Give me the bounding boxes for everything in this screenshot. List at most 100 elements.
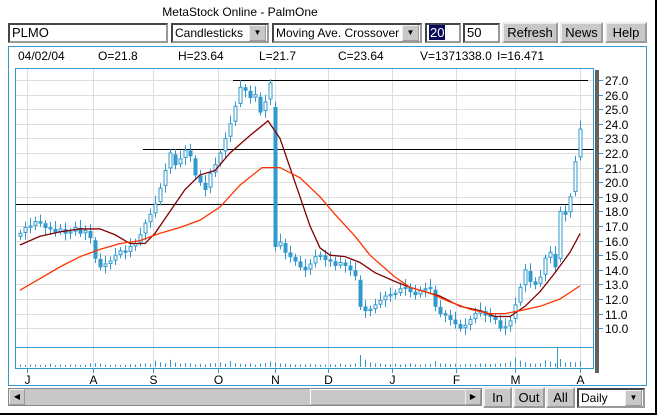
candle-body [173, 154, 178, 166]
chart-style-select[interactable]: Candlesticks ▼ [171, 23, 269, 43]
candle-body [353, 270, 358, 277]
candle-body [543, 257, 548, 275]
candle-body [208, 172, 213, 188]
y-tick-label: 10.0 [605, 322, 629, 336]
moving-averages [19, 119, 581, 318]
candle-body [328, 259, 333, 262]
zoom-in-button[interactable]: In [483, 387, 512, 408]
candle-body [373, 304, 378, 310]
candle-body [493, 316, 498, 320]
candle-body [458, 323, 463, 329]
candle-body [343, 262, 348, 266]
chevron-down-icon[interactable]: ▼ [625, 390, 642, 406]
candle-body [68, 231, 73, 234]
candle-body [48, 227, 53, 230]
candle-body [108, 260, 113, 265]
news-button[interactable]: News [560, 22, 603, 43]
candle-body [83, 229, 88, 234]
refresh-button[interactable]: Refresh [502, 22, 558, 43]
candle-body [283, 243, 288, 253]
candle-body [308, 263, 313, 270]
candle-body [88, 230, 93, 239]
candle-body [438, 306, 443, 315]
x-tick-label: S [149, 373, 157, 387]
x-tick-label: M [511, 373, 521, 387]
y-tick-label: 24.0 [605, 118, 629, 132]
y-tick-label: 17.0 [605, 220, 629, 234]
candle-body [393, 292, 398, 295]
candle-body [138, 234, 143, 243]
candle-body [318, 254, 323, 257]
periodicity-select[interactable]: Daily ▼ [577, 388, 645, 408]
candle-body [183, 149, 188, 159]
candle-body [153, 203, 158, 214]
y-tick-label: 11.0 [605, 308, 628, 322]
candle-body [303, 266, 308, 271]
candle-body [423, 288, 428, 291]
horizontal-scrollbar[interactable]: ◀ ▶ [8, 388, 482, 406]
candle-body [503, 326, 508, 329]
info-volume: V=1371338.0 [420, 49, 492, 63]
y-tick-label: 25.0 [605, 103, 629, 117]
symbol-input[interactable]: PLMO [8, 23, 168, 43]
show-all-button[interactable]: All [546, 387, 575, 408]
candle-body [518, 286, 523, 303]
short-period-input[interactable]: 20 [425, 23, 461, 43]
volume-bars [20, 355, 581, 367]
candle-body [573, 161, 578, 193]
candle-body [263, 101, 268, 112]
y-tick-label: 18.0 [605, 205, 629, 219]
y-tick-label: 13.0 [605, 278, 629, 292]
indicator-select[interactable]: Moving Ave. Crossover ▼ [272, 23, 422, 43]
zoom-out-button[interactable]: Out [513, 387, 545, 408]
y-tick-label: 21.0 [605, 162, 629, 176]
scroll-left-icon[interactable]: ◀ [9, 389, 25, 405]
candle-body [398, 288, 403, 294]
candle-body [358, 279, 363, 307]
info-indicator: I=16.471 [497, 49, 545, 63]
scroll-right-icon[interactable]: ▶ [465, 389, 481, 405]
y-tick-label: 20.0 [605, 176, 629, 190]
help-button[interactable]: Help [605, 22, 647, 43]
info-high: H=23.64 [178, 49, 224, 63]
ma-long-line [19, 166, 581, 315]
x-tick-label: J [390, 373, 396, 387]
candle-body [198, 175, 203, 183]
candle-body [143, 222, 148, 234]
chevron-down-icon[interactable]: ▼ [249, 25, 266, 41]
x-tick-label: A [576, 373, 584, 387]
chart-style-value: Candlesticks [175, 26, 244, 40]
candle-body [578, 128, 583, 158]
candle-body [448, 315, 453, 320]
candle-body [533, 281, 538, 285]
ma-short-line [19, 119, 581, 318]
chart-panel [8, 46, 647, 386]
info-low: L=21.7 [259, 49, 297, 63]
candle-body [33, 221, 38, 226]
candle-body [378, 299, 383, 305]
y-tick-label: 15.0 [605, 249, 629, 263]
y-tick-label: 23.0 [605, 132, 629, 146]
candle-body [203, 182, 208, 190]
x-tick-label: A [89, 373, 97, 387]
candle-body [428, 286, 433, 290]
candle-body [233, 105, 238, 122]
candle-body [528, 271, 533, 282]
indicator-value: Moving Ave. Crossover [276, 26, 400, 40]
candle-body [118, 250, 123, 256]
chevron-down-icon[interactable]: ▼ [402, 25, 419, 41]
candle-body [463, 324, 468, 329]
scroll-thumb[interactable] [310, 389, 470, 405]
x-tick-label: D [324, 373, 333, 387]
candle-body [563, 211, 568, 215]
candle-body [498, 320, 503, 329]
candle-body [523, 269, 528, 286]
candle-body [148, 213, 153, 223]
long-period-input[interactable]: 50 [463, 23, 500, 43]
candle-body [383, 295, 388, 301]
x-tick-label: N [271, 373, 280, 387]
candle-body [348, 265, 353, 271]
plot-border [15, 68, 594, 369]
